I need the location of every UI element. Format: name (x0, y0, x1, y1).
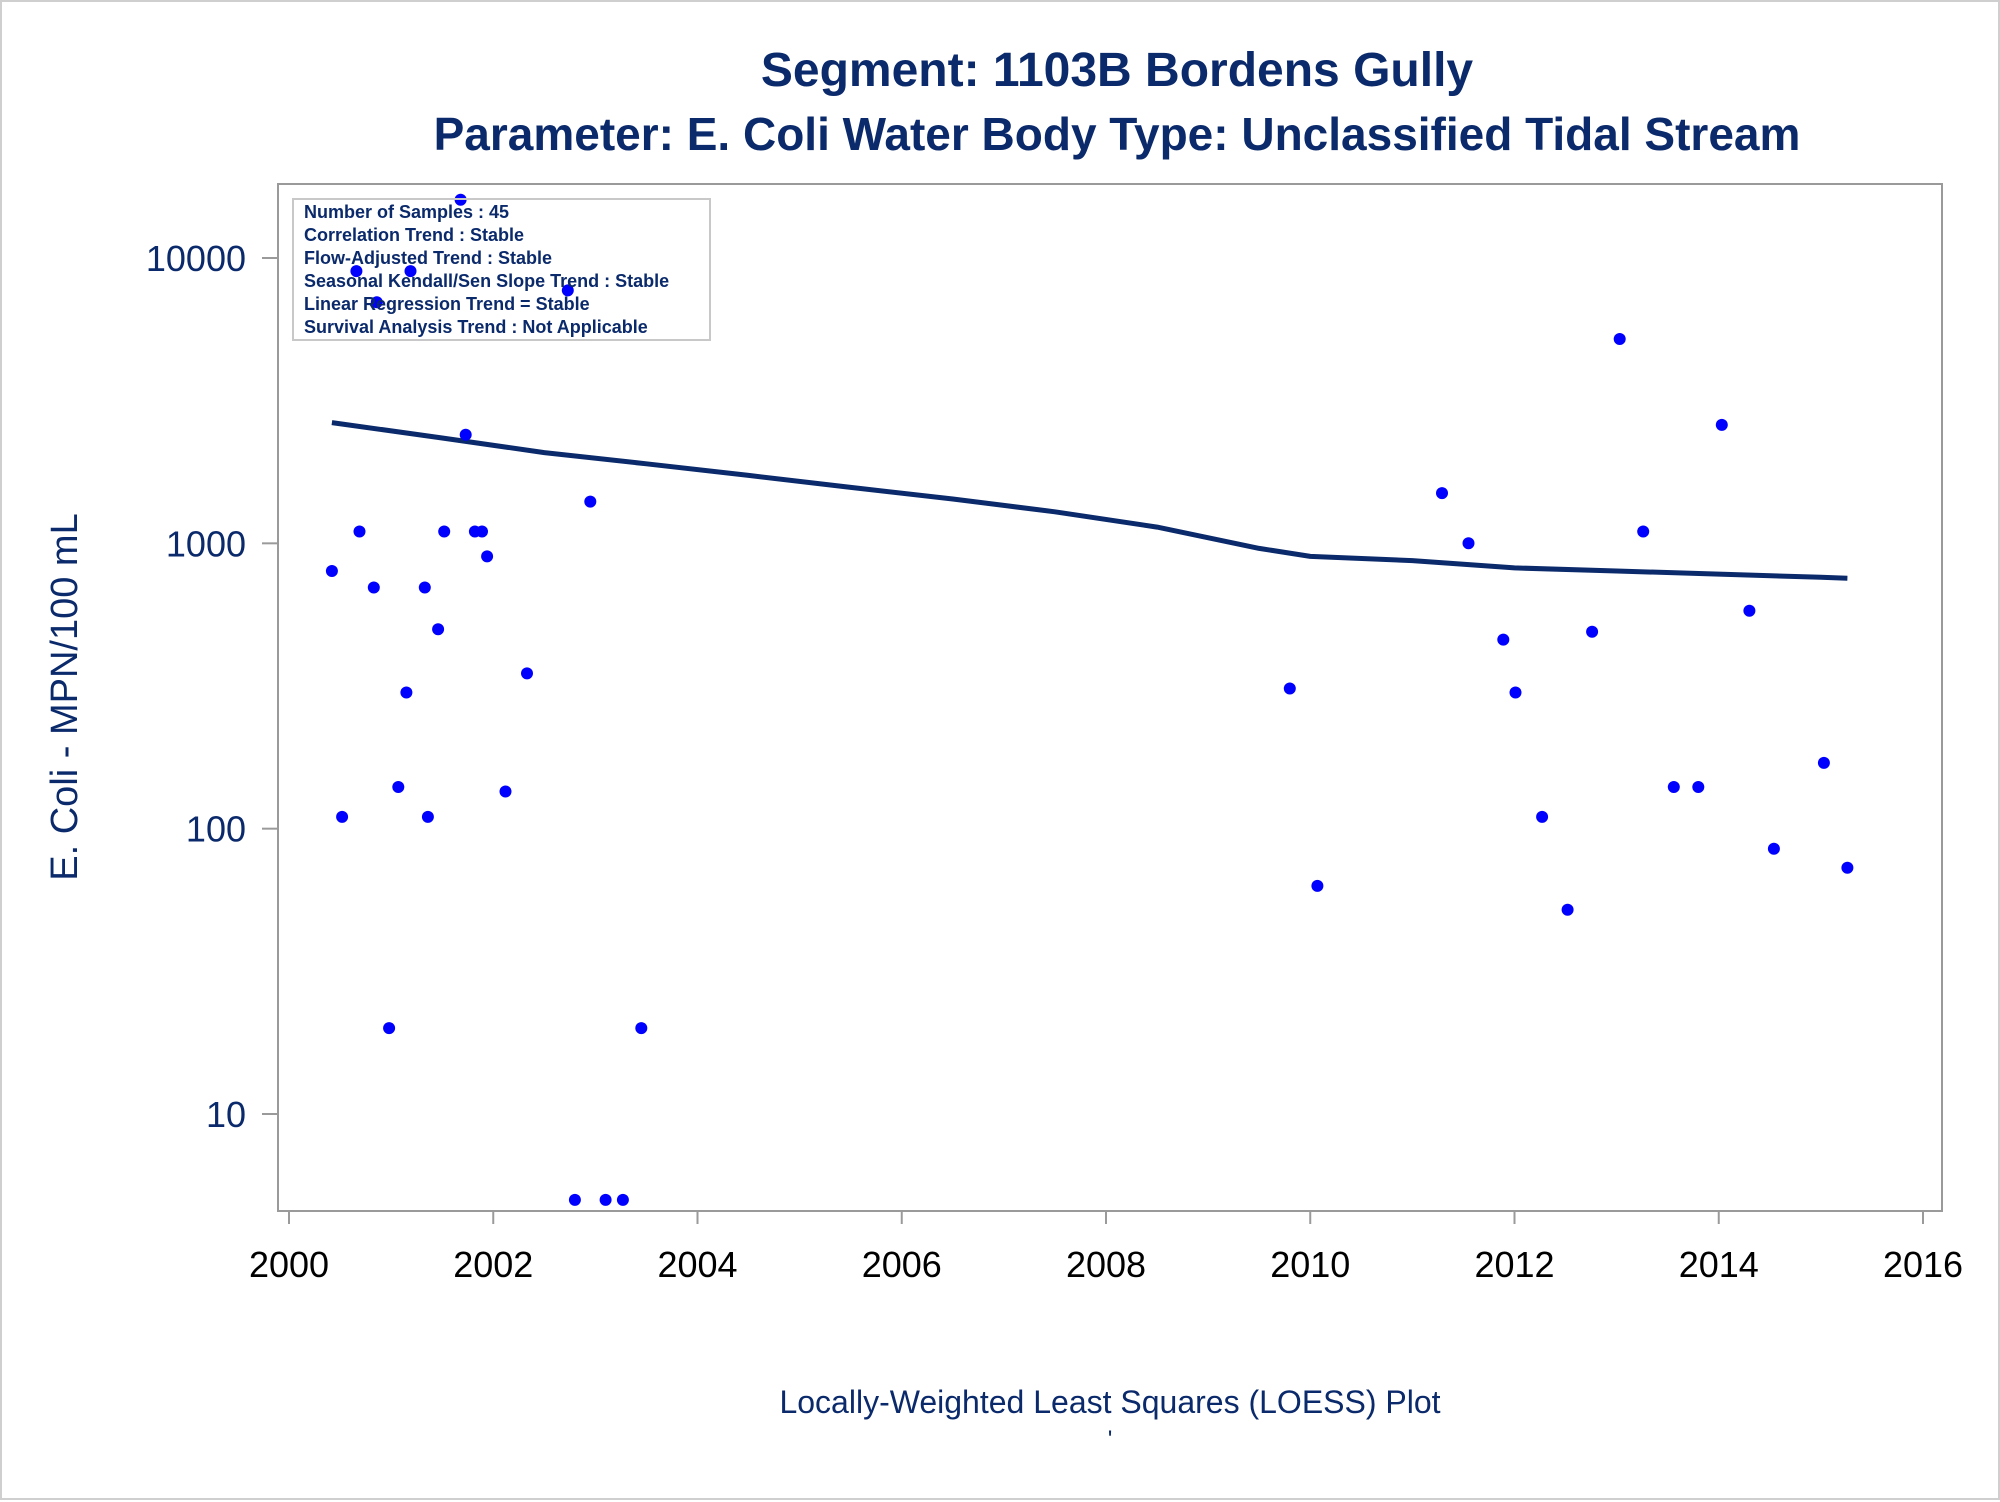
sample-point (1613, 333, 1626, 345)
stat-correlation-trend: Correlation Trend : Stable (304, 225, 524, 245)
stat-seasonal-kendall-trend: Seasonal Kendall/Sen Slope Trend : Stabl… (304, 271, 669, 291)
sample-points-layer (325, 193, 1854, 1206)
loess-trend-line (331, 420, 1848, 581)
x-tick-label: 2014 (1679, 1244, 1759, 1285)
x-tick-label: 2016 (1883, 1244, 1963, 1285)
sample-point (599, 1193, 612, 1206)
sample-point (383, 1022, 396, 1035)
sample-point (350, 265, 363, 278)
x-tick-label: 2002 (453, 1244, 533, 1285)
y-axis: 10 100 1000 10000 (146, 238, 278, 1135)
sample-point (1283, 682, 1296, 695)
sample-point (1561, 903, 1574, 916)
y-tick-label: 10000 (146, 238, 246, 279)
sample-point (325, 565, 338, 577)
x-tick-label: 2004 (657, 1244, 737, 1285)
sample-point (421, 810, 434, 823)
sample-point (1667, 781, 1680, 793)
sample-point (1692, 781, 1705, 793)
footnote-mark: ' (1108, 1426, 1113, 1453)
stats-box: Number of Samples : 45 Correlation Trend… (292, 198, 711, 341)
stat-flow-adjusted-trend: Flow-Adjusted Trend : Stable (304, 248, 552, 268)
sample-point (438, 525, 451, 538)
sample-point (499, 785, 512, 798)
sample-point (481, 550, 494, 563)
x-tick-label: 2000 (249, 1244, 329, 1285)
sample-point (635, 1022, 648, 1035)
y-tick-label: 100 (186, 809, 246, 850)
sample-point (459, 428, 472, 441)
sample-point (392, 781, 405, 793)
sample-point (568, 1193, 581, 1206)
y-tick-label: 1000 (166, 523, 246, 564)
sample-point (1497, 633, 1510, 646)
loess-trend-layer (331, 420, 1848, 581)
sample-point (353, 525, 366, 538)
sample-point (1436, 487, 1448, 500)
stat-linear-regression-trend: Linear Regression Trend = Stable (304, 294, 590, 314)
sample-point (1462, 537, 1475, 550)
x-axis: 2000 2002 2004 2006 2008 2010 2012 2014 2016 (249, 1211, 1963, 1285)
x-tick-label: 2006 (862, 1244, 942, 1285)
sample-point (432, 623, 445, 636)
x-tick-label: 2010 (1270, 1244, 1350, 1285)
sample-point (400, 686, 413, 699)
sample-point (1637, 525, 1650, 538)
sample-point (616, 1193, 629, 1206)
sample-point (1817, 756, 1830, 769)
sample-point (1743, 604, 1756, 617)
stat-number-of-samples: Number of Samples : 45 (304, 202, 509, 222)
sample-point (1536, 810, 1549, 823)
x-tick-label: 2008 (1066, 1244, 1146, 1285)
sample-point (1841, 861, 1854, 874)
x-tick-label: 2012 (1474, 1244, 1554, 1285)
sample-point (418, 581, 431, 594)
sample-point (521, 667, 533, 680)
sample-point (367, 581, 380, 594)
sample-point (370, 296, 383, 309)
sample-point (1767, 842, 1780, 855)
sample-point (1586, 625, 1599, 638)
y-tick-label: 10 (206, 1094, 246, 1135)
sample-point (1715, 418, 1728, 431)
sample-point (584, 495, 597, 508)
y-axis-label: E. Coli - MPN/100 mL (44, 513, 86, 880)
plot-area-frame (277, 183, 1943, 1212)
sample-point (404, 265, 417, 278)
stats-box-border (292, 198, 711, 341)
sample-point (1509, 686, 1522, 699)
chart-subtitle: Parameter: E. Coli Water Body Type: Uncl… (434, 108, 1801, 160)
sample-point (476, 525, 488, 538)
stat-survival-analysis-trend: Survival Analysis Trend : Not Applicable (304, 317, 648, 337)
sample-point (561, 284, 574, 297)
x-axis-label: Locally-Weighted Least Squares (LOESS) P… (779, 1384, 1440, 1420)
sample-point (336, 810, 349, 823)
sample-point (1311, 879, 1324, 892)
chart-title: Segment: 1103B Bordens Gully (761, 44, 1474, 97)
